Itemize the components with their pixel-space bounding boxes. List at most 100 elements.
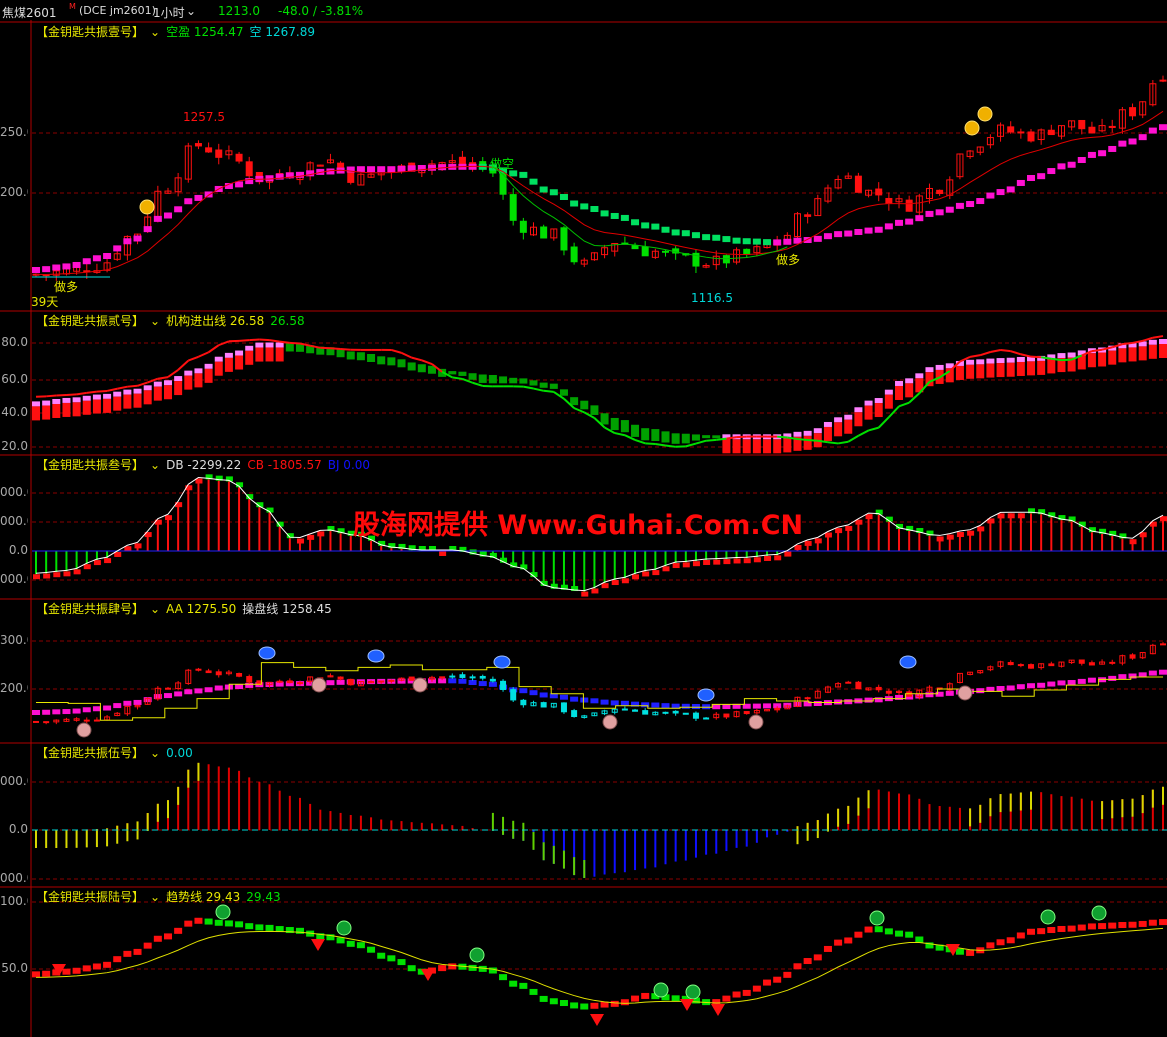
coin-signal-icon <box>139 199 155 215</box>
institution-line-segment <box>929 376 941 383</box>
candle-body <box>215 149 223 158</box>
ribbon-bar <box>204 363 213 369</box>
operation-ribbon-segment <box>1016 684 1025 690</box>
indicator-title[interactable]: 【金钥匙共振贰号】 <box>36 314 145 328</box>
candle-body <box>530 226 538 236</box>
ribbon-bar <box>783 433 792 439</box>
y-axis-label: 40.0 <box>1 405 28 419</box>
histogram-cap <box>154 519 162 525</box>
institution-line-segment <box>645 442 656 445</box>
candle-body <box>540 702 547 708</box>
ribbon-bar <box>803 435 812 450</box>
institution-line-segment <box>187 355 199 362</box>
ribbon-bar <box>1077 350 1086 356</box>
chevron-down-icon[interactable]: ⌄ <box>150 602 161 616</box>
histogram-cap <box>347 530 355 536</box>
candle-body <box>885 197 893 205</box>
histogram-cap <box>682 562 690 568</box>
candle-body <box>845 681 852 684</box>
operation-ribbon-segment <box>529 690 538 696</box>
indicator-title[interactable]: 【金钥匙共振肆号】 <box>36 602 145 616</box>
histogram-cap <box>692 561 700 567</box>
ribbon-bar <box>245 350 254 365</box>
ribbon-bar <box>864 400 873 406</box>
ribbon-bar <box>570 397 579 406</box>
operation-ribbon-segment <box>458 678 467 684</box>
ribbon-bar <box>844 419 853 434</box>
candle-body <box>591 712 598 717</box>
symbol-name[interactable]: 焦煤2601 <box>2 6 57 20</box>
ribbon-bar <box>448 371 457 375</box>
candle-body <box>266 681 273 686</box>
ribbon-bar <box>732 439 741 454</box>
chevron-down-icon[interactable]: ⌄ <box>186 4 197 18</box>
candle-body <box>1017 664 1024 667</box>
trend-ribbon-segment <box>1006 937 1015 944</box>
candle-body <box>307 676 314 683</box>
chevron-down-icon[interactable]: ⌄ <box>150 746 161 760</box>
candle-body <box>53 719 60 723</box>
ribbon-bar <box>123 394 132 409</box>
ribbon-bar <box>326 347 335 356</box>
ribbon-bar <box>235 355 244 370</box>
indicator-value: AA 1275.50 <box>166 602 237 616</box>
chevron-down-icon[interactable]: ⌄ <box>150 25 161 39</box>
institution-line-segment <box>86 390 98 394</box>
institution-line-segment <box>76 391 87 396</box>
indicator-title[interactable]: 【金钥匙共振陆号】 <box>36 890 145 904</box>
ribbon-bar <box>976 359 985 365</box>
candle-body <box>1129 654 1136 659</box>
indicator-title[interactable]: 【金钥匙共振壹号】 <box>36 25 145 39</box>
trend-ribbon-segment <box>905 931 914 938</box>
candle-body <box>642 710 649 715</box>
histogram-cap <box>489 552 497 558</box>
histogram-cap <box>632 574 640 580</box>
operation-ribbon-segment <box>864 697 873 703</box>
chevron-down-icon[interactable]: ⌄ <box>150 314 161 328</box>
ma-ribbon-segment <box>113 245 122 252</box>
candle-body <box>286 680 293 684</box>
ma-ribbon-segment <box>722 236 731 243</box>
ribbon-bar <box>641 428 650 441</box>
trend-ribbon-segment <box>42 970 51 977</box>
institution-line-segment <box>1051 357 1062 362</box>
ribbon-bar <box>1118 343 1127 349</box>
ma-ribbon-segment <box>844 230 853 237</box>
ma-ribbon-segment <box>1148 127 1157 134</box>
short-signal-label: 做空 <box>490 157 515 171</box>
candle-body <box>581 715 588 718</box>
candle-body <box>357 681 364 687</box>
operation-ribbon-segment <box>763 703 772 709</box>
ma-ribbon-segment <box>509 170 518 177</box>
candle-body <box>875 686 882 691</box>
candle-body <box>987 666 994 671</box>
chevron-down-icon[interactable]: ⌄ <box>150 890 161 904</box>
candle-body <box>154 687 161 700</box>
trend-ribbon-segment <box>773 976 782 983</box>
ribbon-bar <box>82 395 91 401</box>
operation-ribbon-segment <box>42 709 51 715</box>
operation-ribbon-segment <box>519 688 528 694</box>
ribbon-bar <box>468 373 477 380</box>
trend-ribbon-segment <box>661 994 670 1001</box>
pig-icon <box>602 714 618 730</box>
ribbon-bar <box>844 414 853 420</box>
institution-line-segment <box>1071 354 1083 361</box>
trend-ribbon-segment <box>295 927 304 934</box>
institution-line-segment <box>959 355 971 363</box>
indicator-title[interactable]: 【金钥匙共振伍号】 <box>36 746 145 760</box>
trend-ribbon-segment <box>915 936 924 943</box>
indicator-title[interactable]: 【金钥匙共振叁号】 <box>36 458 145 472</box>
institution-line-segment <box>96 389 108 393</box>
ribbon-bar <box>32 406 40 421</box>
ribbon-bar <box>1047 354 1056 360</box>
ma-ribbon-segment <box>1159 124 1167 131</box>
operation-ribbon-segment <box>32 710 40 715</box>
candle-body <box>1047 129 1055 136</box>
operation-ribbon-segment <box>1138 672 1147 678</box>
period-select[interactable]: 1小时 <box>153 6 185 20</box>
ribbon-bar <box>133 393 142 408</box>
candle-body <box>652 711 659 716</box>
chevron-down-icon[interactable]: ⌄ <box>150 458 161 472</box>
